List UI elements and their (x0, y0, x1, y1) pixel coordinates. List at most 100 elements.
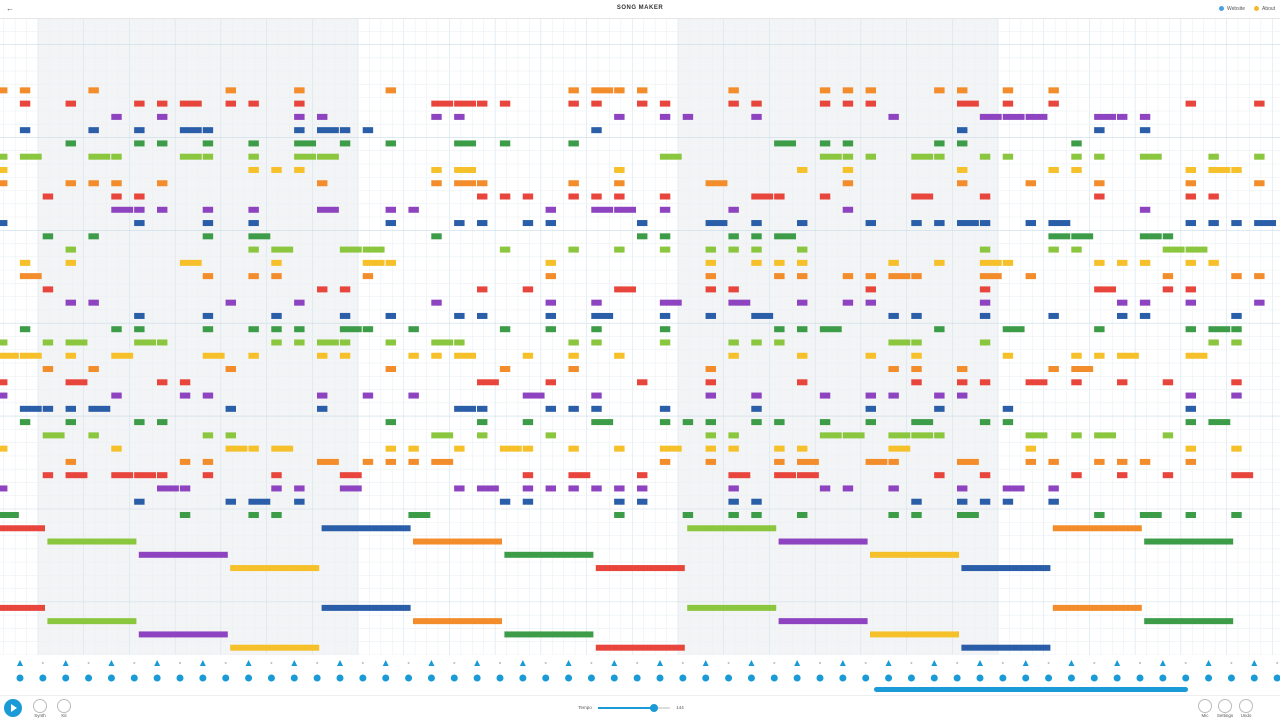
note (591, 326, 602, 333)
instrument-button[interactable] (33, 699, 47, 713)
note (1208, 220, 1219, 227)
percussion-circle (153, 674, 161, 682)
note (134, 312, 145, 319)
note (294, 140, 316, 147)
note (339, 339, 351, 346)
note (385, 206, 396, 213)
note (1002, 352, 1014, 359)
note (911, 220, 922, 227)
percussion-triangle (1114, 660, 1121, 666)
note (111, 326, 122, 333)
note (1208, 259, 1219, 266)
note (225, 432, 236, 439)
percussion-circle (1067, 674, 1075, 682)
play-button[interactable] (4, 699, 22, 717)
note (659, 299, 682, 306)
percussion-circle (313, 674, 321, 682)
note (225, 87, 236, 94)
note (1025, 432, 1048, 439)
note (111, 153, 122, 160)
note (202, 206, 214, 213)
note (225, 445, 248, 452)
note (1048, 220, 1071, 227)
note (522, 419, 534, 426)
percussion-circle (245, 674, 253, 682)
note (0, 339, 8, 346)
note (934, 472, 945, 479)
note (0, 511, 19, 518)
note (819, 392, 831, 399)
note (682, 113, 694, 120)
note (568, 352, 579, 359)
note (1117, 299, 1128, 306)
note (934, 259, 945, 266)
percussion-button[interactable] (57, 699, 71, 713)
note (797, 273, 808, 280)
note (1144, 538, 1234, 545)
note (1144, 618, 1234, 625)
note (248, 246, 259, 253)
note (88, 127, 99, 134)
back-button[interactable]: ← (6, 4, 14, 13)
note (1231, 379, 1242, 386)
note (1025, 458, 1036, 465)
note (431, 233, 442, 240)
percussion-circle (267, 674, 275, 682)
note (1117, 312, 1128, 319)
note (911, 193, 934, 200)
note (477, 419, 488, 426)
note-grid[interactable] (0, 0, 1280, 695)
note (614, 166, 625, 173)
note (870, 631, 959, 638)
note (705, 246, 716, 253)
percussion-circle (473, 674, 481, 682)
note (774, 419, 785, 426)
note (1185, 326, 1196, 333)
note (431, 166, 442, 173)
settings-button[interactable] (1218, 699, 1232, 713)
note (317, 127, 339, 134)
note (477, 286, 488, 293)
note (431, 299, 442, 306)
note (111, 352, 134, 359)
note (0, 220, 8, 227)
note (1094, 326, 1105, 333)
undo-button[interactable] (1239, 699, 1253, 713)
note (477, 432, 488, 439)
note (957, 485, 968, 492)
percussion-dot (41, 662, 44, 664)
note (865, 352, 876, 359)
note (637, 498, 648, 505)
note (1139, 511, 1162, 518)
note (65, 339, 88, 346)
note (751, 193, 774, 200)
note (911, 379, 922, 386)
percussion-circle (85, 674, 93, 682)
percussion-circle (1227, 674, 1235, 682)
mic-button[interactable] (1198, 699, 1212, 713)
note (979, 220, 991, 227)
note (179, 511, 191, 518)
note (1025, 273, 1036, 280)
percussion-triangle (565, 660, 572, 666)
note (751, 220, 762, 227)
note (979, 273, 1002, 280)
note (202, 127, 214, 134)
note (545, 326, 556, 333)
note (1254, 153, 1265, 160)
note (317, 405, 328, 412)
note (1185, 445, 1196, 452)
note (271, 445, 294, 452)
note (522, 392, 545, 399)
about-link[interactable]: About (1262, 6, 1276, 12)
note (1094, 458, 1105, 465)
note (522, 352, 534, 359)
note (1139, 312, 1151, 319)
note (179, 485, 191, 492)
percussion-circle (770, 674, 778, 682)
note (819, 140, 831, 147)
note (431, 339, 454, 346)
tempo-slider[interactable] (598, 704, 670, 712)
note (568, 445, 579, 452)
website-link[interactable]: Website (1227, 6, 1245, 12)
